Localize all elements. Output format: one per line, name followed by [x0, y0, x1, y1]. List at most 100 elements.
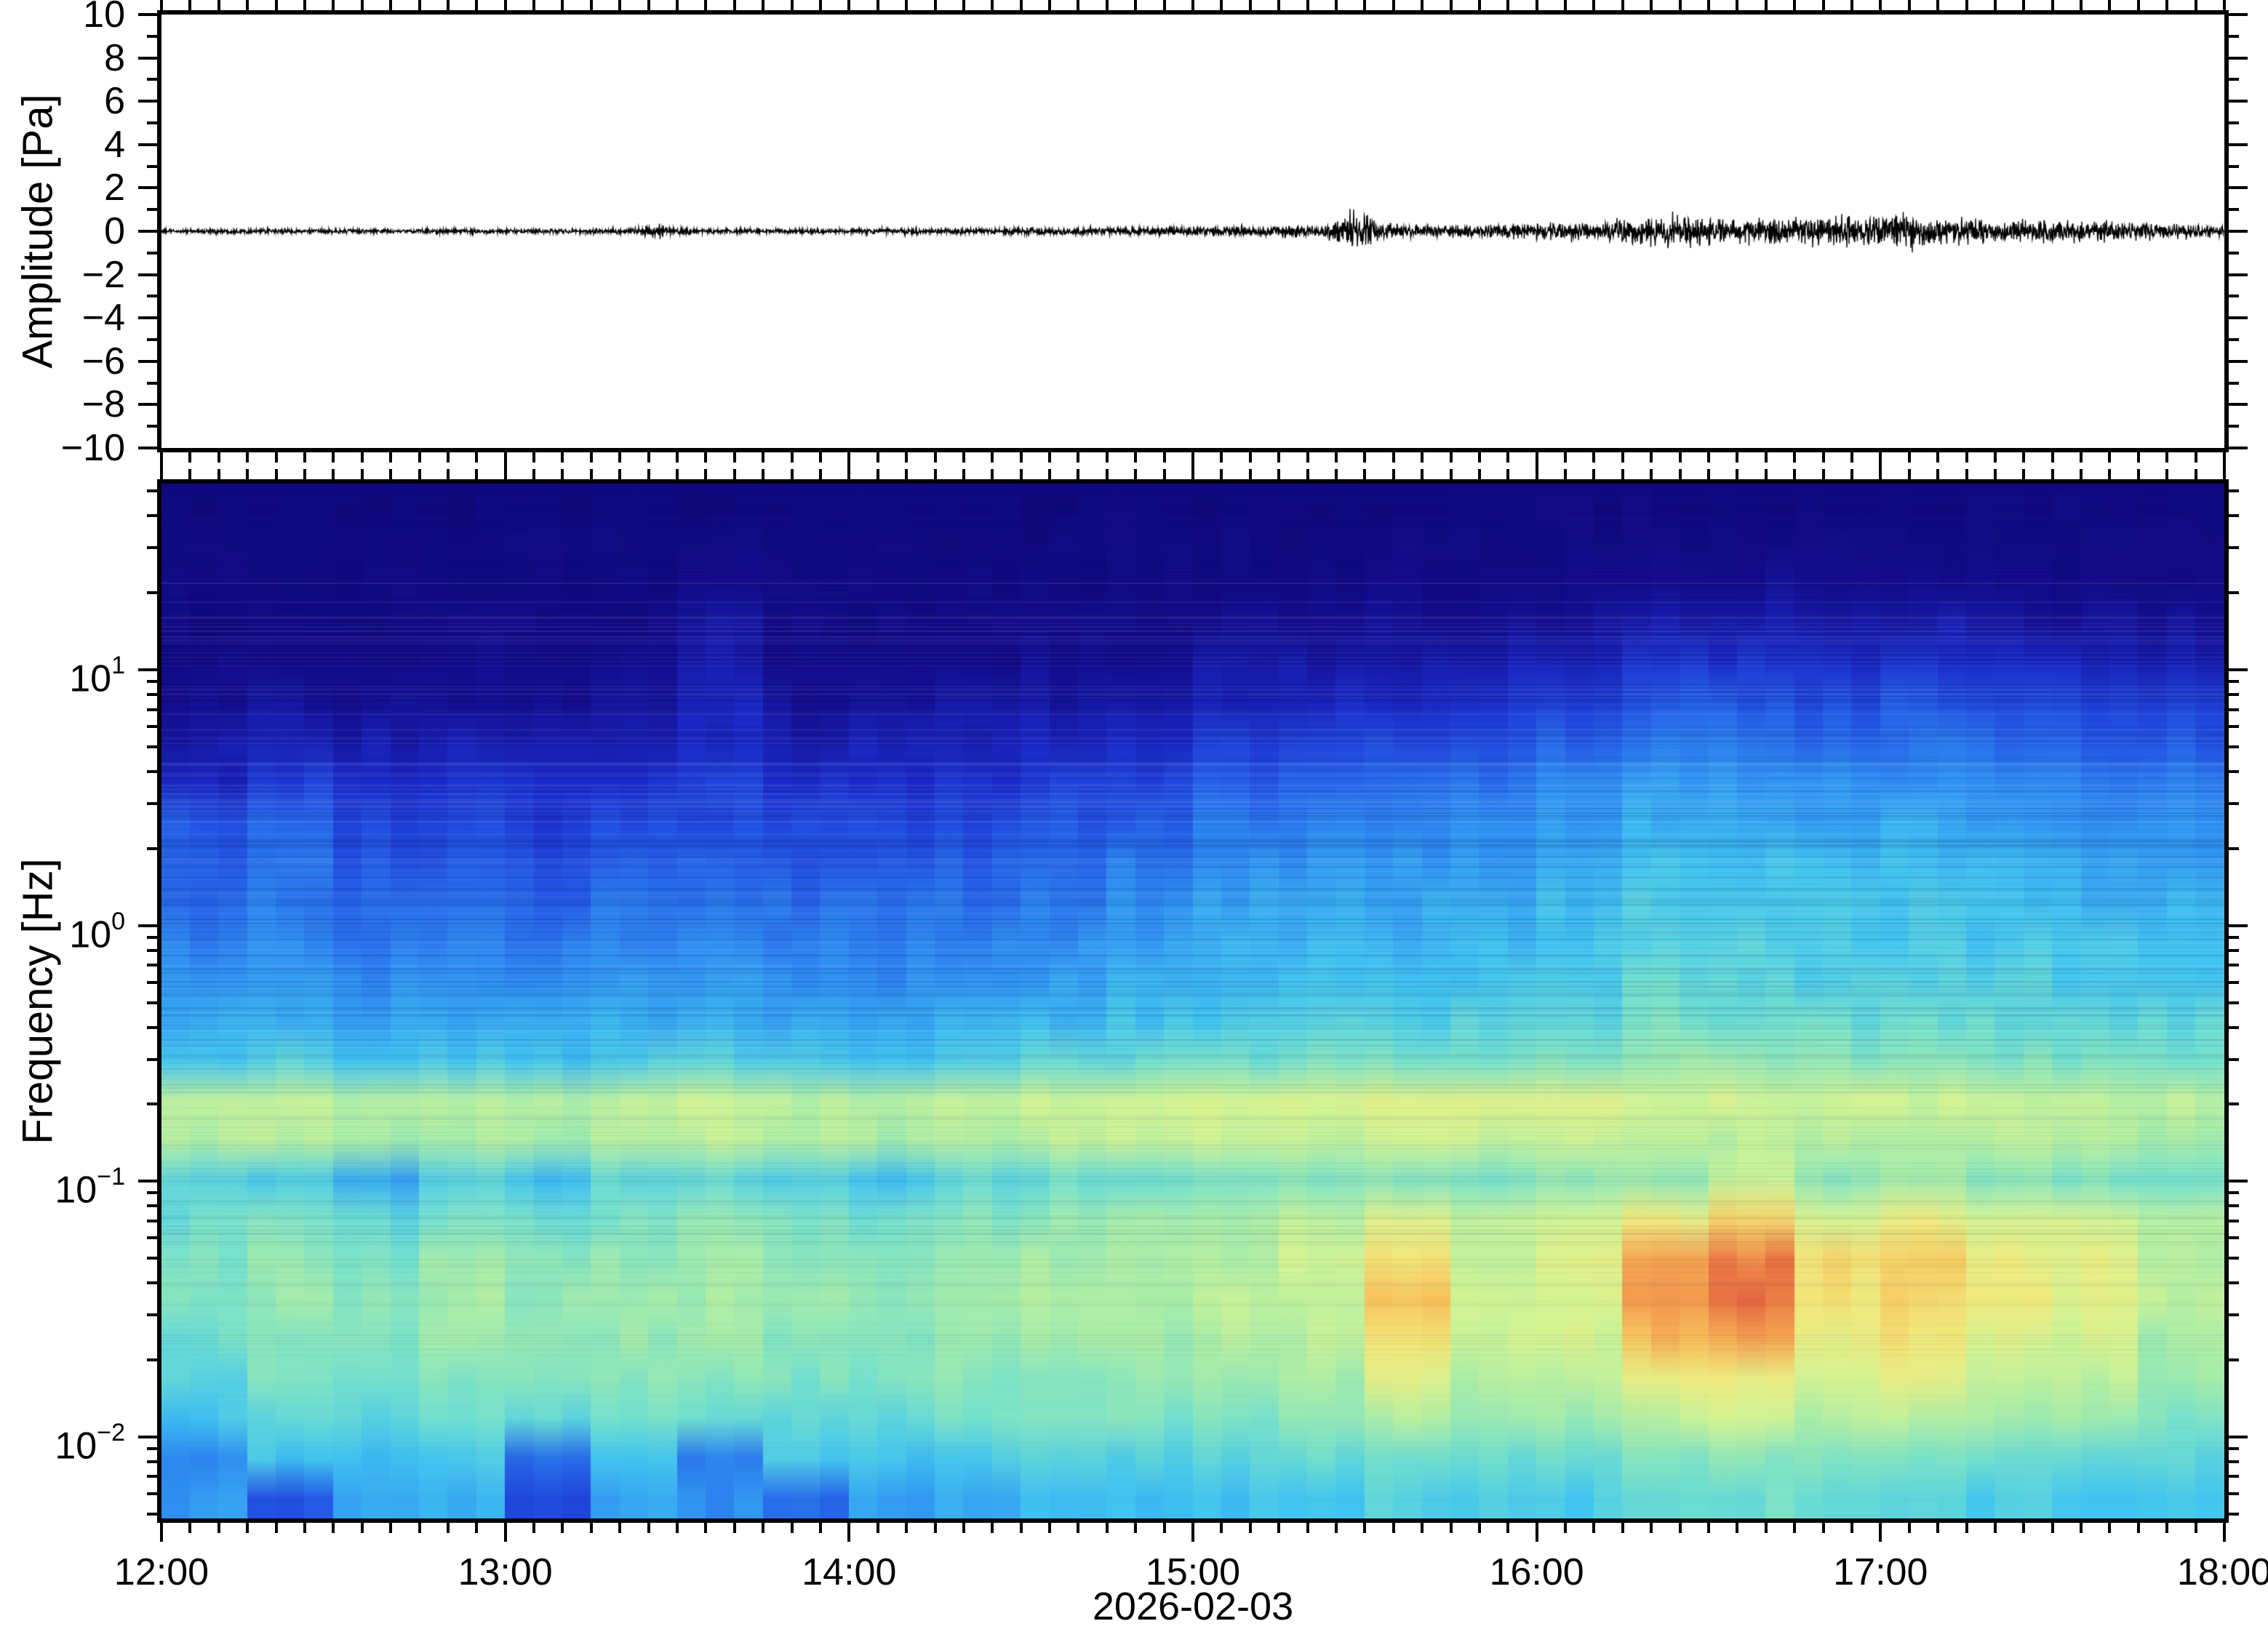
axis-tick	[1592, 1523, 1596, 1533]
axis-tick	[418, 452, 421, 463]
axis-tick	[1449, 1523, 1453, 1533]
frequency-axis-title: Frequency [Hz]	[14, 857, 62, 1145]
axis-tick	[1907, 1523, 1911, 1533]
axis-tick	[2108, 0, 2112, 10]
axis-tick	[160, 1523, 163, 1542]
axis-tick	[360, 452, 364, 463]
axis-tick	[147, 1057, 157, 1061]
axis-tick	[2229, 381, 2239, 385]
axis-tick	[1650, 0, 1653, 10]
axis-tick	[138, 273, 157, 276]
axis-tick	[2229, 935, 2239, 939]
axis-tick	[2022, 0, 2026, 10]
axis-tick	[876, 0, 879, 10]
axis-tick	[147, 489, 157, 493]
axis-tick	[876, 469, 879, 479]
axis-tick	[2229, 100, 2248, 103]
axis-tick	[2229, 143, 2248, 146]
axis-tick	[2229, 514, 2239, 518]
axis-tick	[147, 164, 157, 168]
axis-tick	[1449, 452, 1453, 463]
axis-tick	[1621, 452, 1624, 463]
axis-tick	[962, 1523, 965, 1533]
axis-tick	[389, 469, 393, 479]
axis-tick	[762, 0, 765, 10]
axis-tick	[147, 725, 157, 729]
axis-tick	[147, 1025, 157, 1029]
axis-tick	[905, 452, 909, 463]
axis-tick	[2229, 1102, 2239, 1106]
axis-tick	[1277, 1523, 1281, 1533]
axis-tick	[991, 1523, 994, 1533]
axis-tick	[1162, 469, 1166, 479]
axis-tick	[2080, 469, 2083, 479]
axis-tick	[147, 295, 157, 298]
axis-tick	[1334, 1523, 1338, 1533]
axis-tick	[246, 452, 249, 463]
axis-tick	[1477, 1523, 1481, 1533]
axis-tick	[647, 452, 650, 463]
axis-tick	[2051, 469, 2054, 479]
axis-tick	[1477, 452, 1481, 463]
axis-tick	[188, 1523, 192, 1533]
axis-tick	[1678, 0, 1682, 10]
axis-tick	[1421, 469, 1424, 479]
axis-tick	[1391, 1523, 1395, 1533]
axis-tick	[1421, 0, 1424, 10]
axis-tick	[303, 1523, 306, 1533]
axis-tick	[147, 208, 157, 212]
axis-tick	[147, 1313, 157, 1317]
axis-tick	[1650, 452, 1653, 463]
amplitude-tick-label: −2	[81, 253, 125, 296]
axis-tick	[1564, 1523, 1568, 1533]
amplitude-tick-label: −8	[81, 383, 125, 426]
amplitude-tick-label: 0	[104, 210, 125, 252]
axis-tick	[2223, 460, 2226, 479]
axis-tick	[188, 0, 192, 10]
axis-tick	[217, 469, 220, 479]
axis-tick	[2229, 948, 2239, 952]
axis-tick	[246, 469, 249, 479]
axis-tick	[2229, 1057, 2239, 1061]
axis-tick	[1134, 452, 1138, 463]
axis-tick	[2194, 469, 2197, 479]
axis-tick	[147, 1001, 157, 1004]
axis-tick	[2229, 1281, 2239, 1285]
axis-tick	[2051, 1523, 2054, 1533]
axis-tick	[1363, 469, 1367, 479]
axis-tick	[138, 100, 157, 103]
axis-tick	[475, 469, 479, 479]
axis-tick	[1391, 469, 1395, 479]
axis-tick	[991, 0, 994, 10]
axis-tick	[147, 1460, 157, 1463]
axis-tick	[1048, 1523, 1052, 1533]
axis-tick	[732, 0, 736, 10]
axis-tick	[2136, 0, 2140, 10]
axis-tick	[762, 452, 765, 463]
axis-tick	[147, 381, 157, 385]
axis-tick	[503, 460, 507, 479]
axis-tick	[332, 452, 335, 463]
axis-tick	[2229, 1358, 2239, 1362]
axis-tick	[561, 0, 564, 10]
axis-tick	[1650, 469, 1653, 479]
axis-tick	[2229, 251, 2239, 255]
axis-tick	[2194, 452, 2197, 463]
axis-tick	[1821, 469, 1825, 479]
axis-tick	[1019, 452, 1023, 463]
axis-tick	[160, 460, 163, 479]
axis-tick	[2136, 469, 2140, 479]
axis-tick	[1077, 469, 1080, 479]
axis-tick	[1907, 452, 1911, 463]
axis-tick	[647, 0, 650, 10]
axis-tick	[1736, 452, 1739, 463]
axis-tick	[1993, 452, 1997, 463]
axis-tick	[188, 469, 192, 479]
axis-tick	[991, 452, 994, 463]
axis-tick	[1736, 0, 1739, 10]
axis-tick	[618, 0, 622, 10]
axis-tick	[561, 1523, 564, 1533]
axis-tick	[818, 1523, 822, 1533]
axis-tick	[1965, 0, 1968, 10]
